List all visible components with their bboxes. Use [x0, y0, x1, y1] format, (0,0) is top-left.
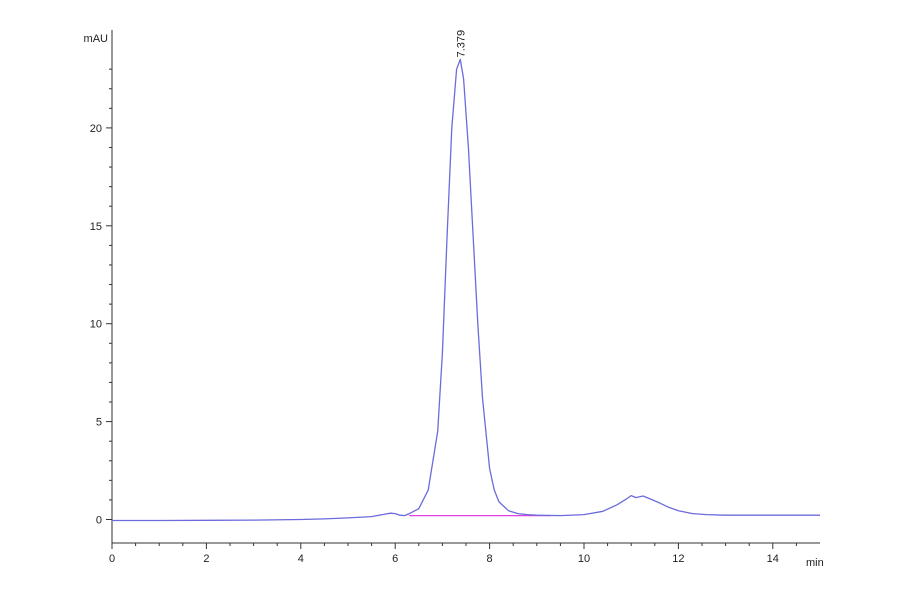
axes: 0 2 4 6 8 10 12 14 0 5 10 15 20: [90, 30, 820, 565]
y-tick-label: 0: [96, 515, 102, 527]
y-tick-label: 20: [90, 123, 102, 135]
y-tick-label: 5: [96, 417, 102, 429]
x-tick-label: 0: [109, 553, 115, 565]
y-tick-label: 10: [90, 319, 102, 331]
x-tick-label: 6: [392, 553, 398, 565]
chromatogram-trace: [112, 58, 820, 522]
y-axis-unit-label: mAU: [84, 33, 109, 45]
y-tick-label: 15: [90, 221, 102, 233]
x-tick-label: 10: [578, 553, 590, 565]
x-tick-label: 14: [767, 553, 779, 565]
plot-area: 7.379: [112, 30, 820, 522]
x-tick-label: 12: [672, 553, 684, 565]
x-axis-unit-label: min: [806, 557, 824, 569]
x-tick-label: 8: [487, 553, 493, 565]
x-tick-label: 2: [203, 553, 209, 565]
x-tick-label: 4: [298, 553, 304, 565]
peak-retention-label: 7.379: [455, 30, 467, 58]
